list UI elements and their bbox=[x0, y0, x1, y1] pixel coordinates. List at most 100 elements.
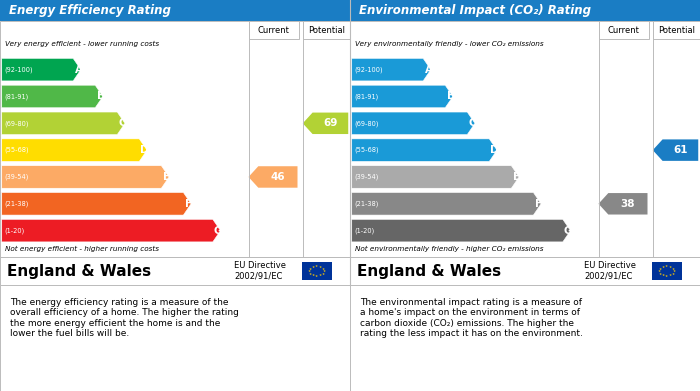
Polygon shape bbox=[1, 166, 169, 188]
Text: Very environmentally friendly - lower CO₂ emissions: Very environmentally friendly - lower CO… bbox=[355, 41, 544, 47]
Text: Energy Efficiency Rating: Energy Efficiency Rating bbox=[8, 4, 171, 17]
Text: ★: ★ bbox=[319, 273, 322, 277]
Text: E: E bbox=[163, 172, 170, 182]
Text: ★: ★ bbox=[307, 269, 311, 273]
Text: B: B bbox=[97, 91, 104, 102]
Text: ★: ★ bbox=[309, 267, 312, 271]
Text: ★: ★ bbox=[315, 274, 318, 278]
Text: (69-80): (69-80) bbox=[354, 120, 379, 127]
Polygon shape bbox=[248, 166, 298, 188]
Text: (81-91): (81-91) bbox=[4, 93, 29, 100]
Text: C: C bbox=[469, 118, 477, 128]
Polygon shape bbox=[1, 85, 103, 108]
Text: ★: ★ bbox=[659, 272, 661, 276]
Text: ★: ★ bbox=[669, 265, 672, 269]
Text: E: E bbox=[513, 172, 520, 182]
Text: ★: ★ bbox=[662, 265, 664, 269]
Text: ★: ★ bbox=[312, 273, 314, 277]
Text: Not energy efficient - higher running costs: Not energy efficient - higher running co… bbox=[6, 246, 160, 251]
Polygon shape bbox=[652, 140, 699, 161]
Bar bbox=[350, 22, 700, 257]
Text: The environmental impact rating is a measure of
a home's impact on the environme: The environmental impact rating is a mea… bbox=[360, 298, 583, 338]
Text: (1-20): (1-20) bbox=[354, 228, 374, 234]
Text: ★: ★ bbox=[669, 273, 672, 277]
Bar bbox=[302, 262, 332, 280]
Bar bbox=[248, 22, 300, 39]
Text: Very energy efficient - lower running costs: Very energy efficient - lower running co… bbox=[6, 41, 160, 47]
Text: (55-68): (55-68) bbox=[354, 147, 379, 153]
Text: (21-38): (21-38) bbox=[354, 201, 379, 207]
Text: B: B bbox=[447, 91, 454, 102]
Text: A: A bbox=[424, 65, 433, 75]
Text: ★: ★ bbox=[322, 267, 325, 271]
Bar bbox=[652, 262, 682, 280]
Text: ★: ★ bbox=[672, 272, 675, 276]
Text: ★: ★ bbox=[323, 269, 326, 273]
Bar bbox=[598, 22, 650, 39]
Text: D: D bbox=[491, 145, 499, 155]
Text: ★: ★ bbox=[665, 274, 668, 278]
Text: Environmental Impact (CO₂) Rating: Environmental Impact (CO₂) Rating bbox=[358, 4, 591, 17]
Polygon shape bbox=[351, 166, 519, 188]
Polygon shape bbox=[351, 139, 497, 161]
Text: EU Directive
2002/91/EC: EU Directive 2002/91/EC bbox=[584, 262, 636, 281]
Text: England & Wales: England & Wales bbox=[7, 264, 151, 279]
Text: (92-100): (92-100) bbox=[4, 66, 33, 73]
Bar bbox=[0, 0, 350, 22]
Text: (81-91): (81-91) bbox=[354, 93, 379, 100]
Polygon shape bbox=[598, 193, 648, 215]
Bar bbox=[302, 22, 350, 39]
Text: (1-20): (1-20) bbox=[4, 228, 25, 234]
Polygon shape bbox=[351, 219, 570, 242]
Bar bbox=[0, 22, 350, 257]
Text: ★: ★ bbox=[662, 273, 664, 277]
Polygon shape bbox=[351, 58, 431, 81]
Polygon shape bbox=[1, 219, 220, 242]
Text: 61: 61 bbox=[673, 145, 687, 155]
Text: ★: ★ bbox=[673, 269, 676, 273]
Text: (39-54): (39-54) bbox=[4, 174, 29, 180]
Text: Potential: Potential bbox=[308, 26, 345, 35]
Text: EU Directive
2002/91/EC: EU Directive 2002/91/EC bbox=[234, 262, 286, 281]
Text: Current: Current bbox=[608, 26, 640, 35]
Text: Not environmentally friendly - higher CO₂ emissions: Not environmentally friendly - higher CO… bbox=[355, 246, 544, 251]
Bar bbox=[350, 0, 700, 22]
Text: G: G bbox=[564, 226, 573, 236]
Text: ★: ★ bbox=[672, 267, 675, 271]
Text: ★: ★ bbox=[322, 272, 325, 276]
Text: D: D bbox=[141, 145, 149, 155]
Text: ★: ★ bbox=[657, 269, 661, 273]
Text: England & Wales: England & Wales bbox=[357, 264, 501, 279]
Text: (55-68): (55-68) bbox=[4, 147, 29, 153]
Text: (21-38): (21-38) bbox=[4, 201, 29, 207]
Text: G: G bbox=[214, 226, 223, 236]
Text: ★: ★ bbox=[309, 272, 312, 276]
Text: 69: 69 bbox=[323, 118, 337, 128]
Polygon shape bbox=[1, 192, 191, 215]
Text: F: F bbox=[536, 199, 542, 209]
Text: Current: Current bbox=[258, 26, 290, 35]
Text: 46: 46 bbox=[271, 172, 285, 182]
Text: C: C bbox=[119, 118, 127, 128]
Bar bbox=[652, 22, 700, 39]
Text: (39-54): (39-54) bbox=[354, 174, 379, 180]
Polygon shape bbox=[351, 112, 475, 135]
Text: ★: ★ bbox=[312, 265, 314, 269]
Bar bbox=[0, 257, 350, 285]
Text: 38: 38 bbox=[621, 199, 635, 209]
Text: (92-100): (92-100) bbox=[354, 66, 383, 73]
Polygon shape bbox=[1, 139, 147, 161]
Text: ★: ★ bbox=[659, 267, 661, 271]
Text: Potential: Potential bbox=[658, 26, 695, 35]
Polygon shape bbox=[302, 113, 349, 134]
Bar bbox=[350, 257, 700, 285]
Text: The energy efficiency rating is a measure of the
overall efficiency of a home. T: The energy efficiency rating is a measur… bbox=[10, 298, 239, 338]
Polygon shape bbox=[1, 58, 81, 81]
Polygon shape bbox=[351, 85, 453, 108]
Text: ★: ★ bbox=[319, 265, 322, 269]
Text: (69-80): (69-80) bbox=[4, 120, 29, 127]
Polygon shape bbox=[351, 192, 541, 215]
Text: ★: ★ bbox=[665, 264, 668, 268]
Text: A: A bbox=[74, 65, 83, 75]
Text: ★: ★ bbox=[315, 264, 318, 268]
